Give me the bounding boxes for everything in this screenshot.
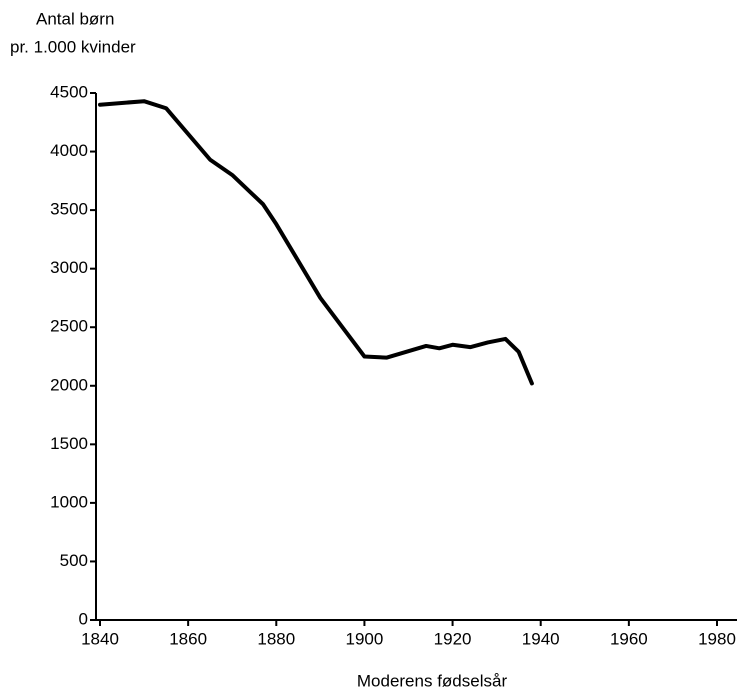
y-tick-label: 500: [60, 551, 88, 570]
x-tick-label: 1940: [522, 629, 560, 648]
x-tick-label: 1960: [610, 629, 648, 648]
y-tick-label: 3000: [50, 258, 88, 277]
x-axis-title: Moderens fødselsår: [357, 671, 508, 690]
x-tick-label: 1920: [434, 629, 472, 648]
x-tick-label: 1900: [346, 629, 384, 648]
data-line: [98, 99, 534, 386]
y-tick-label: 1000: [50, 492, 88, 511]
y-axis-title: Antal børn: [36, 9, 114, 28]
x-tick-label: 1980: [698, 629, 736, 648]
x-tick-label: 1860: [169, 629, 207, 648]
x-tick-label: 1840: [81, 629, 119, 648]
x-tick-label: 1880: [257, 629, 295, 648]
y-tick-label: 1500: [50, 434, 88, 453]
y-tick-label: 3500: [50, 200, 88, 219]
y-tick-label: 4000: [50, 141, 88, 160]
y-tick-label: 4500: [50, 82, 88, 101]
y-tick-label: 2000: [50, 375, 88, 394]
y-tick-label: 0: [79, 609, 88, 628]
y-tick-label: 2500: [50, 317, 88, 336]
y-axis-title: pr. 1.000 kvinder: [10, 37, 136, 56]
